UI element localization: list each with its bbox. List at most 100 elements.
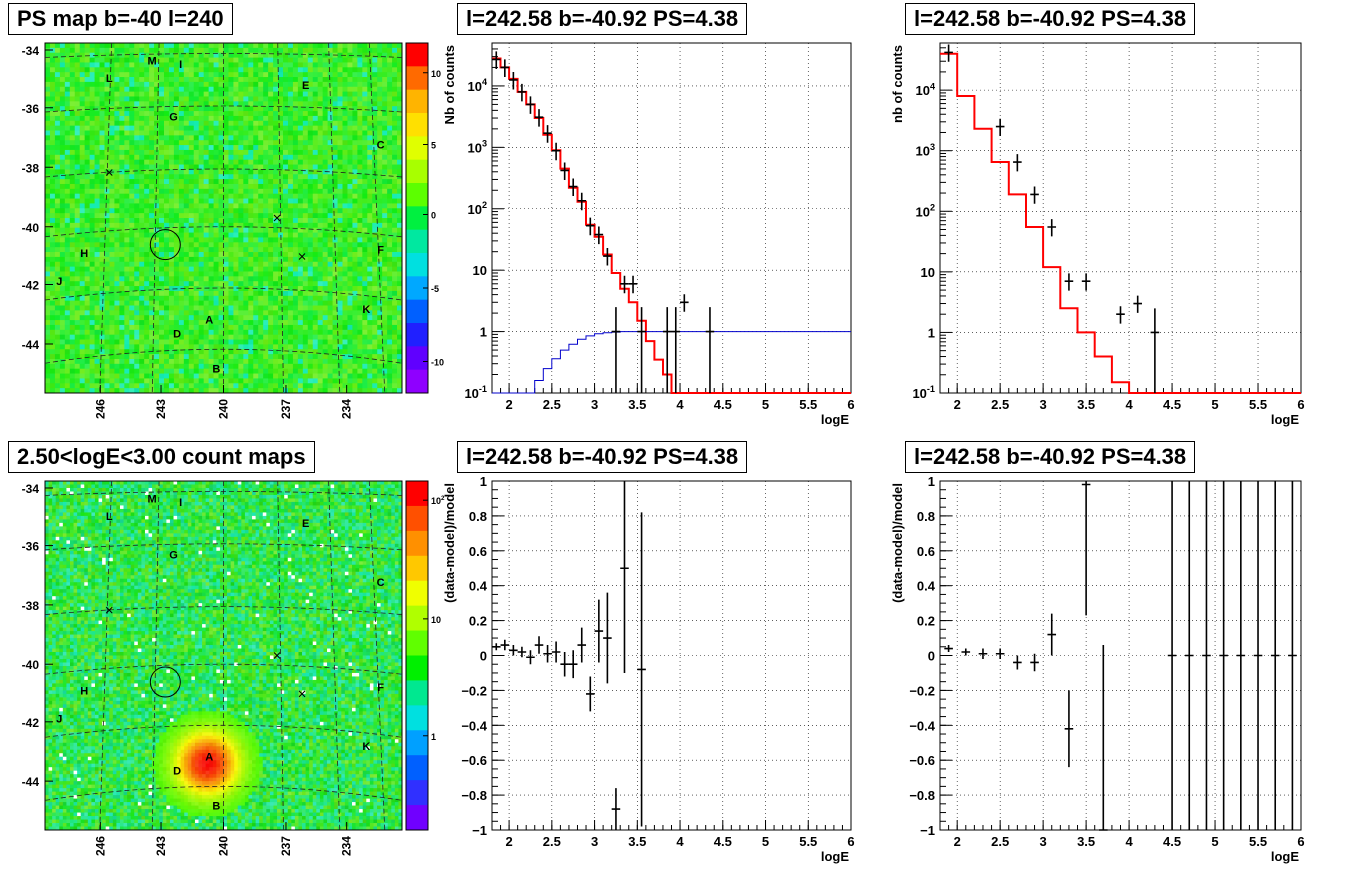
spectrum-1-data-point	[551, 142, 561, 161]
residual-2-ytick-label: −0.4	[909, 718, 935, 733]
spectrum-1-data-point	[492, 51, 501, 69]
spectrum-2-data-point	[1150, 308, 1160, 393]
ps-map-source-label-l: L	[106, 73, 113, 85]
ps-map-ytick-label: -36	[22, 102, 40, 116]
residual-2-xtick-label: 2	[954, 834, 961, 849]
spectrum-1-frame	[491, 42, 852, 394]
residual-2-residual-point	[978, 648, 988, 659]
residual-1-residual-point	[500, 639, 510, 651]
residual-1-residual-point	[611, 788, 621, 830]
count-map-ytick-label: -38	[22, 599, 40, 613]
spectrum-2-data-point	[1133, 295, 1142, 313]
ps-map-ytick-label: -42	[22, 279, 40, 293]
ps-map-xtick-label: 240	[217, 399, 231, 419]
residual-2-title: l=242.58 b=-40.92 PS=4.38	[905, 441, 1196, 473]
ps-map-xtick-label: 237	[279, 399, 293, 419]
spectrum-1-xtick-label: 5	[762, 397, 769, 412]
ps-map-source-label-a: A	[205, 315, 213, 327]
count-map-source-label-f: F	[377, 682, 384, 694]
residual-1-xtick-label: 3.5	[628, 834, 646, 849]
count-map-ytick-label: -34	[22, 482, 40, 496]
residual-2-ylabel: (data-model)/model	[890, 483, 905, 603]
count-map-latitude-line	[44, 663, 403, 675]
count-map-plot	[45, 481, 403, 831]
ps-map-longitude-line	[99, 42, 113, 394]
spectrum-2-xtick-label: 4.5	[1163, 397, 1181, 412]
residual-2-residual-point	[1270, 481, 1280, 830]
count-map-ytick-label: -40	[22, 658, 40, 672]
count-map-colorbar	[406, 481, 428, 831]
spectrum-1-data-point	[586, 217, 595, 236]
residual-2-xlabel: logE	[1271, 849, 1299, 864]
spectrum-1-xtick-label: 3	[591, 397, 598, 412]
residual-1-residual-point	[534, 636, 544, 654]
residual-2-ytick-label: 0.4	[917, 579, 936, 594]
ps-map-colorbar-label: -10	[431, 358, 444, 368]
residual-1-xtick-label: 5	[762, 834, 769, 849]
spectrum-2-xtick-label: 3	[1040, 397, 1047, 412]
residual-1-ytick-label: 0.6	[469, 544, 487, 559]
spectrum-2-frame	[939, 42, 1302, 394]
spectrum-1-data-point	[680, 294, 689, 312]
count-map-target-circle	[149, 666, 181, 698]
spectrum-1-xtick-label: 2	[505, 397, 512, 412]
residual-2-ytick-label: −0.8	[909, 788, 935, 803]
residual-2-ytick-label: 1	[928, 474, 935, 489]
count-map-colorbar-label: 102	[431, 495, 445, 506]
spectrum-1-xtick-label: 2.5	[543, 397, 561, 412]
spectrum-2-data-point	[1047, 219, 1057, 237]
count-map-source-label-j: J	[56, 713, 62, 725]
residual-1-xlabel: logE	[821, 849, 849, 864]
ps-map-ytick-label: -34	[22, 44, 40, 58]
spectrum-2-data-point	[1013, 154, 1022, 172]
ps-map-ytick-label: -44	[22, 338, 40, 352]
spectrum-2-xtick-label: 4	[1125, 397, 1133, 412]
spectrum-1-data-point	[628, 275, 638, 294]
residual-2-residual-point	[1236, 481, 1246, 830]
count-map-xtick-label: 243	[154, 836, 168, 856]
residual-2-residual-point	[1030, 653, 1039, 672]
residual-1-residual-point	[586, 676, 595, 712]
residual-1-ytick-label: 1	[480, 474, 487, 489]
spectrum-2-xtick-label: 3.5	[1077, 397, 1095, 412]
count-map-longitude-line	[99, 480, 113, 831]
spectrum-2-xlabel: logE	[1271, 412, 1299, 427]
residual-1-xtick-label: 3	[591, 834, 598, 849]
residual-2-residual-point	[1253, 481, 1263, 830]
spectrum-2-xtick-label: 2.5	[991, 397, 1009, 412]
residual-2-residual-point	[1202, 481, 1211, 830]
count-map-longitude-line	[277, 480, 284, 831]
ps-map-longitude-line	[151, 42, 160, 394]
residual-2-ytick-label: 0.8	[917, 509, 935, 524]
count-map-title: 2.50<logE<3.00 count maps	[8, 441, 315, 473]
spectrum-2-title: l=242.58 b=-40.92 PS=4.38	[905, 3, 1196, 35]
spectrum-2-ytick-label: 10	[921, 265, 935, 280]
ps-map-source-label-k: K	[362, 304, 370, 316]
residual-2-residual-point	[944, 645, 953, 653]
residual-1-residual-point	[509, 645, 518, 656]
residual-2-xtick-label: 4.5	[1163, 834, 1181, 849]
spectrum-2-model-total-line	[940, 52, 1301, 394]
count-map-colorbar-label: 10	[431, 615, 441, 625]
spectrum-1-ytick-label: 102	[467, 200, 487, 217]
count-map-source-label-h: H	[80, 685, 88, 697]
residual-1-ytick-label: −1	[472, 823, 487, 838]
spectrum-1-data-point	[526, 96, 535, 114]
count-map-longitude-line	[151, 480, 160, 831]
residual-1-residual-point	[603, 592, 612, 684]
ps-map-colorbar-label: 10	[431, 69, 441, 79]
residual-1-ytick-label: 0.4	[469, 579, 488, 594]
spectrum-2-data-point	[1064, 273, 1074, 291]
residual-1-residual-point	[637, 512, 646, 827]
spectrum-1-xtick-label: 4.5	[714, 397, 732, 412]
residual-1-ytick-label: 0.8	[469, 509, 487, 524]
count-map-latitude-line	[44, 606, 403, 616]
ps-map-plot	[45, 43, 403, 394]
ps-map-colorbar-label: -5	[431, 284, 439, 294]
spectrum-1-data-point	[594, 226, 604, 245]
residual-1-ytick-label: 0.2	[469, 614, 487, 629]
spectrum-1-data-point	[662, 307, 672, 393]
count-map-colorbar-label: 1	[431, 732, 436, 742]
residual-1-ytick-label: −0.4	[461, 718, 487, 733]
count-map-source-label-a: A	[205, 752, 213, 764]
